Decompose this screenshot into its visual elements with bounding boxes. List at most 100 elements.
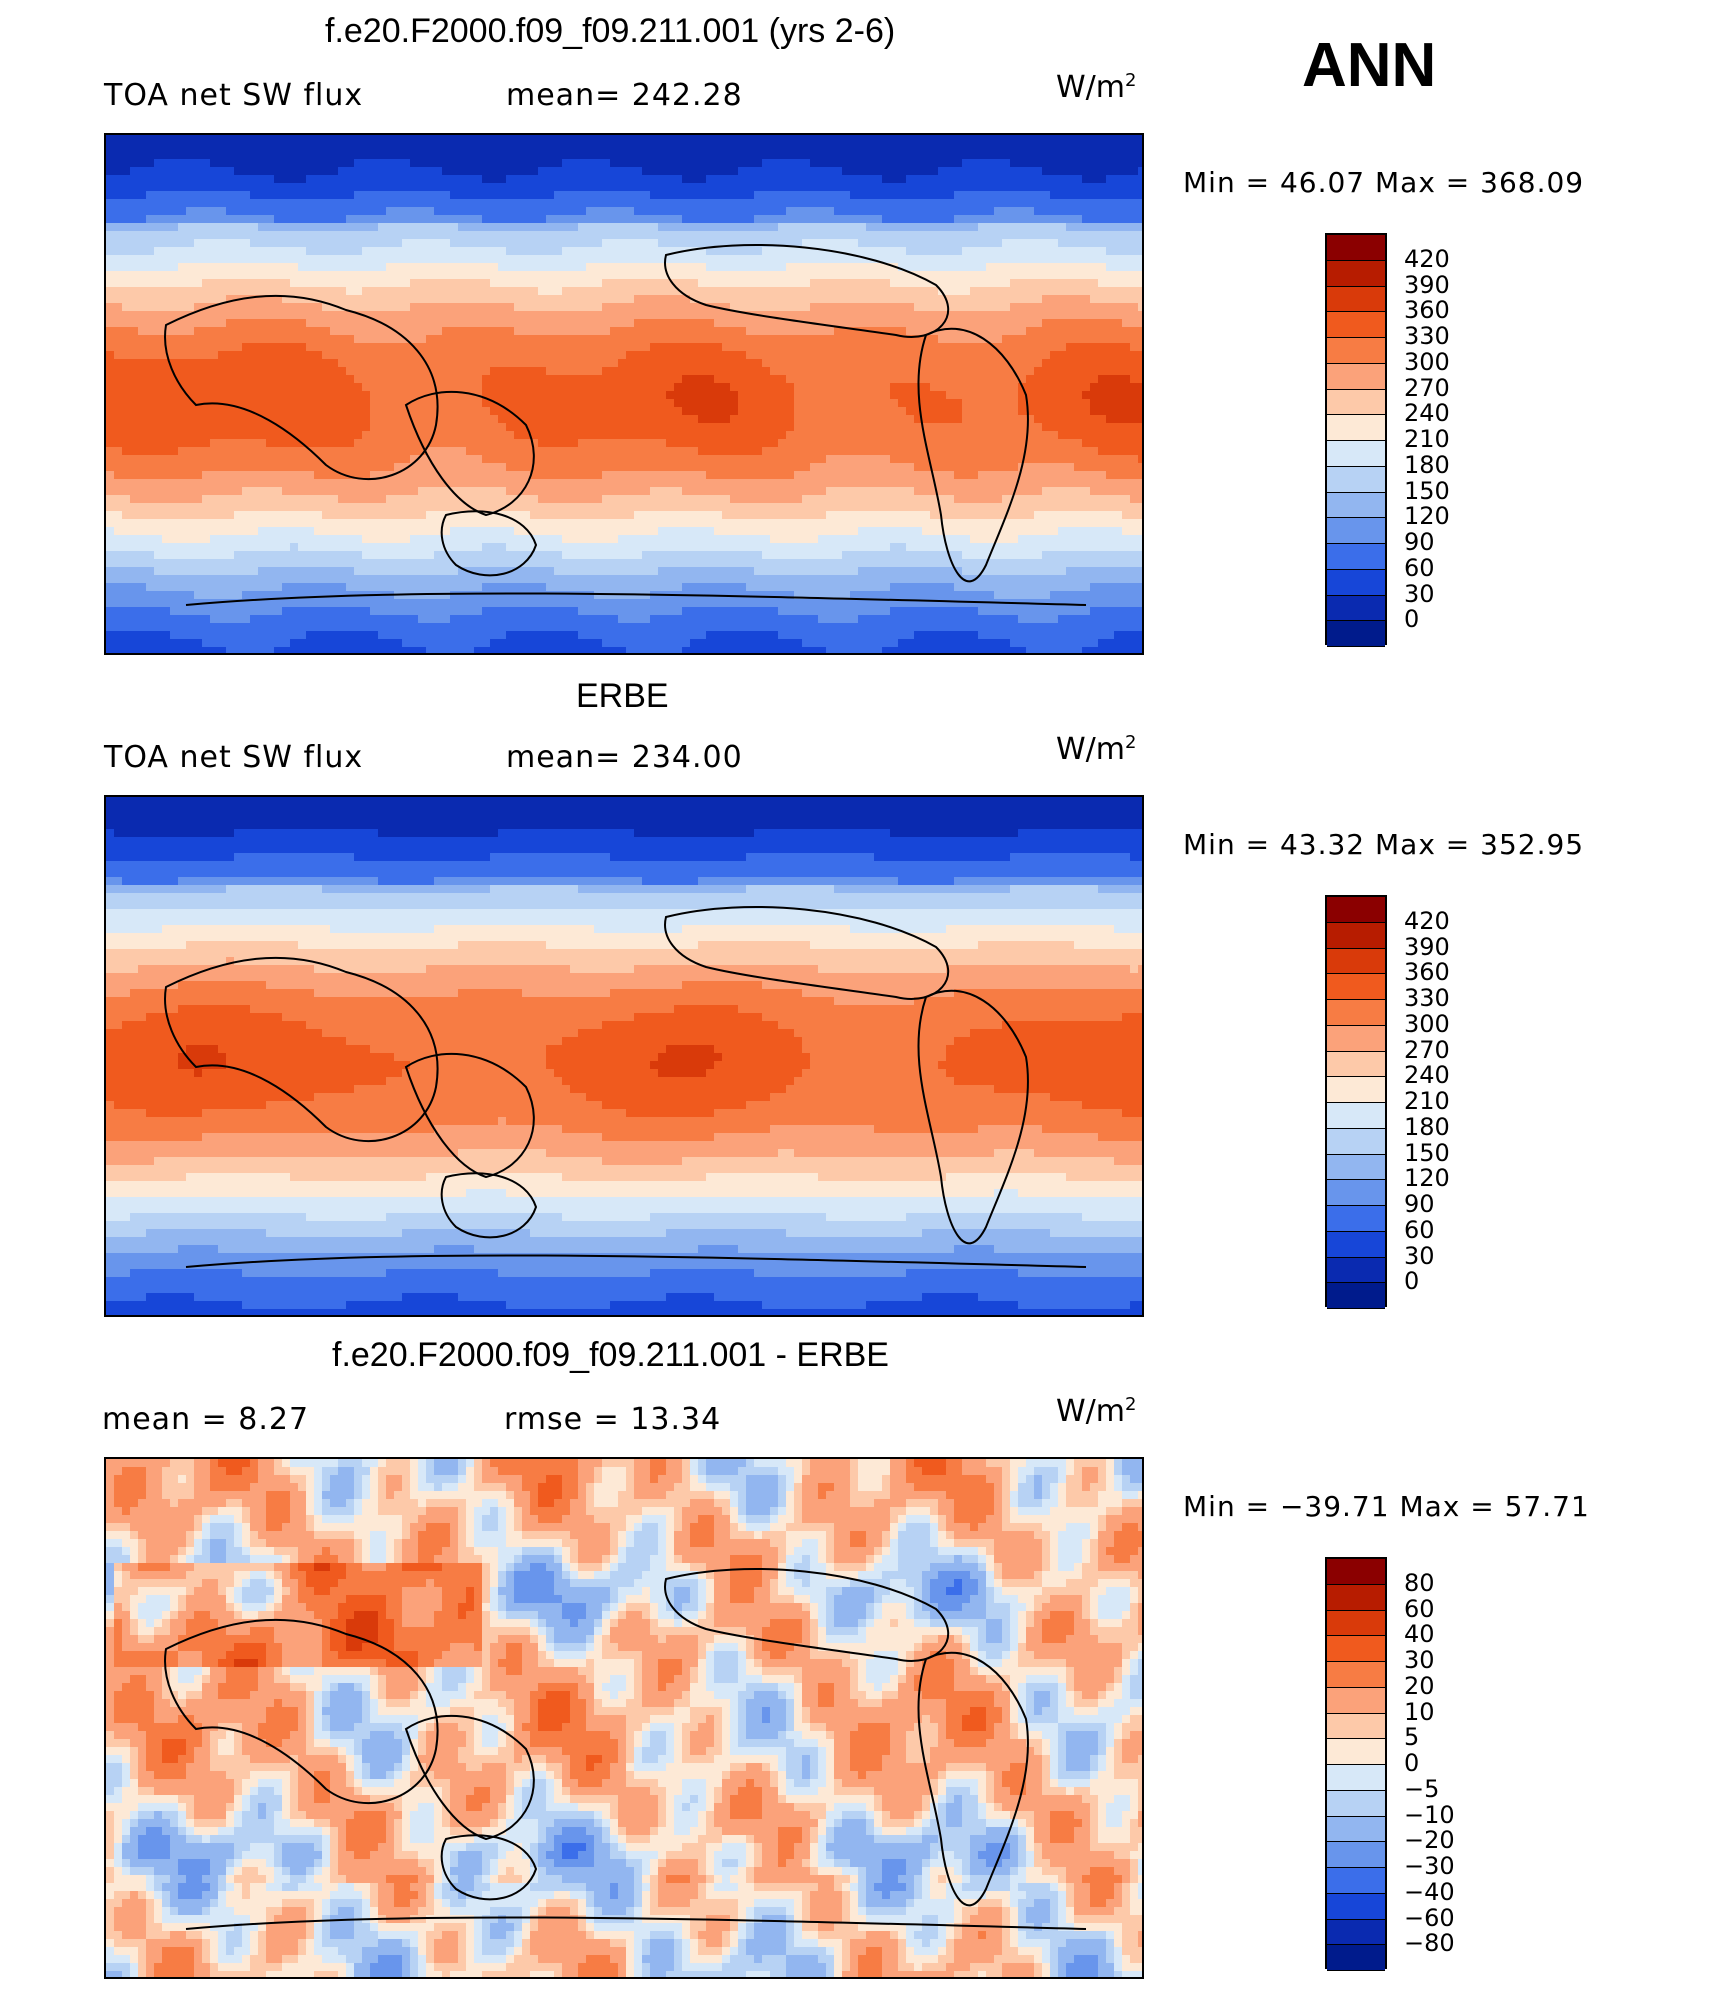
legend-swatch xyxy=(1327,1662,1385,1688)
legend-label: 90 xyxy=(1404,1192,1435,1216)
coastline xyxy=(164,956,439,1143)
legend-label: 240 xyxy=(1404,401,1450,425)
coastline xyxy=(664,906,950,1000)
rmse-label: rmse = 13.34 xyxy=(504,1402,721,1437)
color-legend xyxy=(1325,895,1387,1309)
legend-swatch xyxy=(1327,1154,1385,1181)
legend-label: 330 xyxy=(1404,324,1450,348)
legend-swatch xyxy=(1327,595,1385,622)
legend-swatch xyxy=(1327,363,1385,390)
legend-swatch xyxy=(1327,1868,1385,1894)
coastline xyxy=(440,1172,538,1239)
legend-label: 330 xyxy=(1404,986,1450,1010)
season-label: ANN xyxy=(1302,30,1436,101)
legend-label: 240 xyxy=(1404,1063,1450,1087)
color-legend xyxy=(1325,233,1387,647)
legend-swatch xyxy=(1327,974,1385,1000)
legend-swatch xyxy=(1327,518,1385,544)
mean-label: mean= 234.00 xyxy=(506,740,743,775)
legend-swatch xyxy=(1327,1739,1385,1765)
legend-swatch xyxy=(1327,1842,1385,1868)
legend-swatch xyxy=(1327,1257,1385,1284)
legend-swatch xyxy=(1327,415,1385,441)
legend-label: 270 xyxy=(1404,1038,1450,1062)
legend-swatch xyxy=(1327,569,1385,596)
coastline xyxy=(185,1916,1087,1930)
legend-label: 390 xyxy=(1404,273,1450,297)
legend-label: 150 xyxy=(1404,479,1450,503)
panel-title: f.e20.F2000.f09_f09.211.001 (yrs 2-6) xyxy=(325,12,895,51)
legend-label: 40 xyxy=(1404,1622,1435,1646)
legend-swatch xyxy=(1327,897,1385,923)
panel-title: f.e20.F2000.f09_f09.211.001 - ERBE xyxy=(332,1336,889,1375)
legend-swatch xyxy=(1327,1000,1385,1026)
coastline xyxy=(164,294,439,481)
legend-swatch xyxy=(1327,1283,1385,1309)
legend-swatch xyxy=(1327,544,1385,570)
legend-label: 150 xyxy=(1404,1141,1450,1165)
color-legend xyxy=(1325,1557,1387,1971)
coastline xyxy=(164,1618,439,1805)
legend-label: 420 xyxy=(1404,247,1450,271)
coastline xyxy=(664,244,950,338)
legend-swatch xyxy=(1327,1790,1385,1817)
panel-title: ERBE xyxy=(576,677,669,716)
legend-swatch xyxy=(1327,1025,1385,1052)
legend-swatch xyxy=(1327,492,1385,519)
legend-label: 20 xyxy=(1404,1674,1435,1698)
legend-swatch xyxy=(1327,922,1385,949)
legend-swatch xyxy=(1327,1206,1385,1232)
legend-swatch xyxy=(1327,1610,1385,1637)
legend-swatch xyxy=(1327,466,1385,493)
min-max-label: Min = −39.71 Max = 57.71 xyxy=(1183,1490,1590,1523)
legend-swatch xyxy=(1327,1231,1385,1258)
mean-label: mean= 242.28 xyxy=(506,78,743,113)
legend-swatch xyxy=(1327,1584,1385,1611)
legend-swatch xyxy=(1327,1636,1385,1662)
legend-swatch xyxy=(1327,1077,1385,1103)
legend-swatch xyxy=(1327,1713,1385,1740)
legend-label: 120 xyxy=(1404,504,1450,528)
legend-label: 360 xyxy=(1404,960,1450,984)
field-label: TOA net SW flux xyxy=(104,78,363,113)
legend-label: 300 xyxy=(1404,1012,1450,1036)
legend-label: 420 xyxy=(1404,909,1450,933)
legend-label: 180 xyxy=(1404,453,1450,477)
legend-label: 0 xyxy=(1404,607,1419,631)
legend-swatch xyxy=(1327,1919,1385,1946)
legend-label: 30 xyxy=(1404,1244,1435,1268)
mean-label: mean = 8.27 xyxy=(102,1402,309,1437)
map-panel-model xyxy=(104,133,1144,655)
coastline xyxy=(185,1254,1087,1268)
legend-label: 270 xyxy=(1404,376,1450,400)
legend-swatch xyxy=(1327,621,1385,647)
filled-contour-field xyxy=(106,135,1142,653)
legend-swatch xyxy=(1327,1128,1385,1155)
legend-label: 5 xyxy=(1404,1725,1419,1749)
legend-label: 10 xyxy=(1404,1700,1435,1724)
coastline xyxy=(404,1052,535,1179)
legend-swatch xyxy=(1327,235,1385,261)
legend-label: 180 xyxy=(1404,1115,1450,1139)
legend-label: 90 xyxy=(1404,530,1435,554)
legend-label: 30 xyxy=(1404,1648,1435,1672)
legend-label: 30 xyxy=(1404,582,1435,606)
legend-label: −30 xyxy=(1404,1854,1455,1878)
filled-contour-field xyxy=(106,797,1142,1315)
coastline xyxy=(404,390,535,517)
legend-swatch xyxy=(1327,948,1385,975)
legend-label: 210 xyxy=(1404,1089,1450,1113)
field-label: TOA net SW flux xyxy=(104,740,363,775)
legend-swatch xyxy=(1327,260,1385,287)
legend-label: −80 xyxy=(1404,1931,1455,1955)
legend-swatch xyxy=(1327,1945,1385,1971)
legend-swatch xyxy=(1327,1051,1385,1078)
coastline xyxy=(185,592,1087,606)
legend-swatch xyxy=(1327,1687,1385,1714)
coastline xyxy=(917,989,1029,1245)
legend-label: 60 xyxy=(1404,556,1435,580)
legend-swatch xyxy=(1327,1765,1385,1791)
legend-swatch xyxy=(1327,286,1385,313)
filled-contour-field xyxy=(106,1459,1142,1977)
legend-label: −40 xyxy=(1404,1880,1455,1904)
